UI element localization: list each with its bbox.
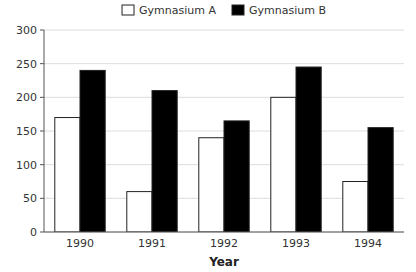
y-tick <box>40 131 44 132</box>
legend-label: Gymnasium B <box>249 4 326 17</box>
legend-swatch <box>232 5 244 15</box>
bar <box>343 182 368 233</box>
legend-swatch <box>122 5 134 15</box>
y-tick <box>40 30 44 31</box>
y-axis-line <box>44 30 45 232</box>
grid <box>44 30 404 232</box>
y-tick-label: 300 <box>16 24 37 37</box>
x-tick-label: 1994 <box>354 237 382 250</box>
y-tick-label: 250 <box>16 58 37 71</box>
legend-label: Gymnasium A <box>139 4 216 17</box>
grid-line <box>44 63 404 64</box>
y-tick <box>40 164 44 165</box>
chart: 0 50 100 150 200 250 300 1990 1991 1992 1993 1994 Ye… <box>0 0 416 272</box>
bar <box>271 97 296 232</box>
chart-container: 0 50 100 150 200 250 300 1990 1991 1992 1993 1994 Ye… <box>0 0 416 272</box>
x-axis: 1990 1991 1992 1993 1994 <box>66 237 382 250</box>
bar <box>55 118 80 232</box>
x-axis-label: Year <box>208 255 239 269</box>
y-tick <box>40 198 44 199</box>
bar <box>296 67 321 232</box>
y-tick-label: 0 <box>30 226 37 239</box>
grid-line <box>44 232 404 233</box>
y-tick-label: 50 <box>23 192 37 205</box>
bar <box>368 128 393 232</box>
legend: Gymnasium A Gymnasium B <box>122 4 326 17</box>
grid-line <box>44 30 404 31</box>
bar <box>80 70 105 232</box>
y-tick-label: 150 <box>16 125 37 138</box>
x-tick-label: 1991 <box>138 237 166 250</box>
y-tick <box>40 63 44 64</box>
bars <box>55 67 393 232</box>
y-tick-label: 200 <box>16 91 37 104</box>
bar <box>127 192 152 232</box>
x-tick-label: 1990 <box>66 237 94 250</box>
bar <box>224 121 249 232</box>
y-tick-label: 100 <box>16 159 37 172</box>
y-axis: 0 50 100 150 200 250 300 <box>16 24 44 239</box>
y-tick <box>40 97 44 98</box>
x-tick-label: 1993 <box>282 237 310 250</box>
bar <box>152 91 177 232</box>
x-tick-label: 1992 <box>210 237 238 250</box>
bar <box>199 138 224 232</box>
x-axis-line <box>44 232 404 233</box>
y-tick <box>40 232 44 233</box>
